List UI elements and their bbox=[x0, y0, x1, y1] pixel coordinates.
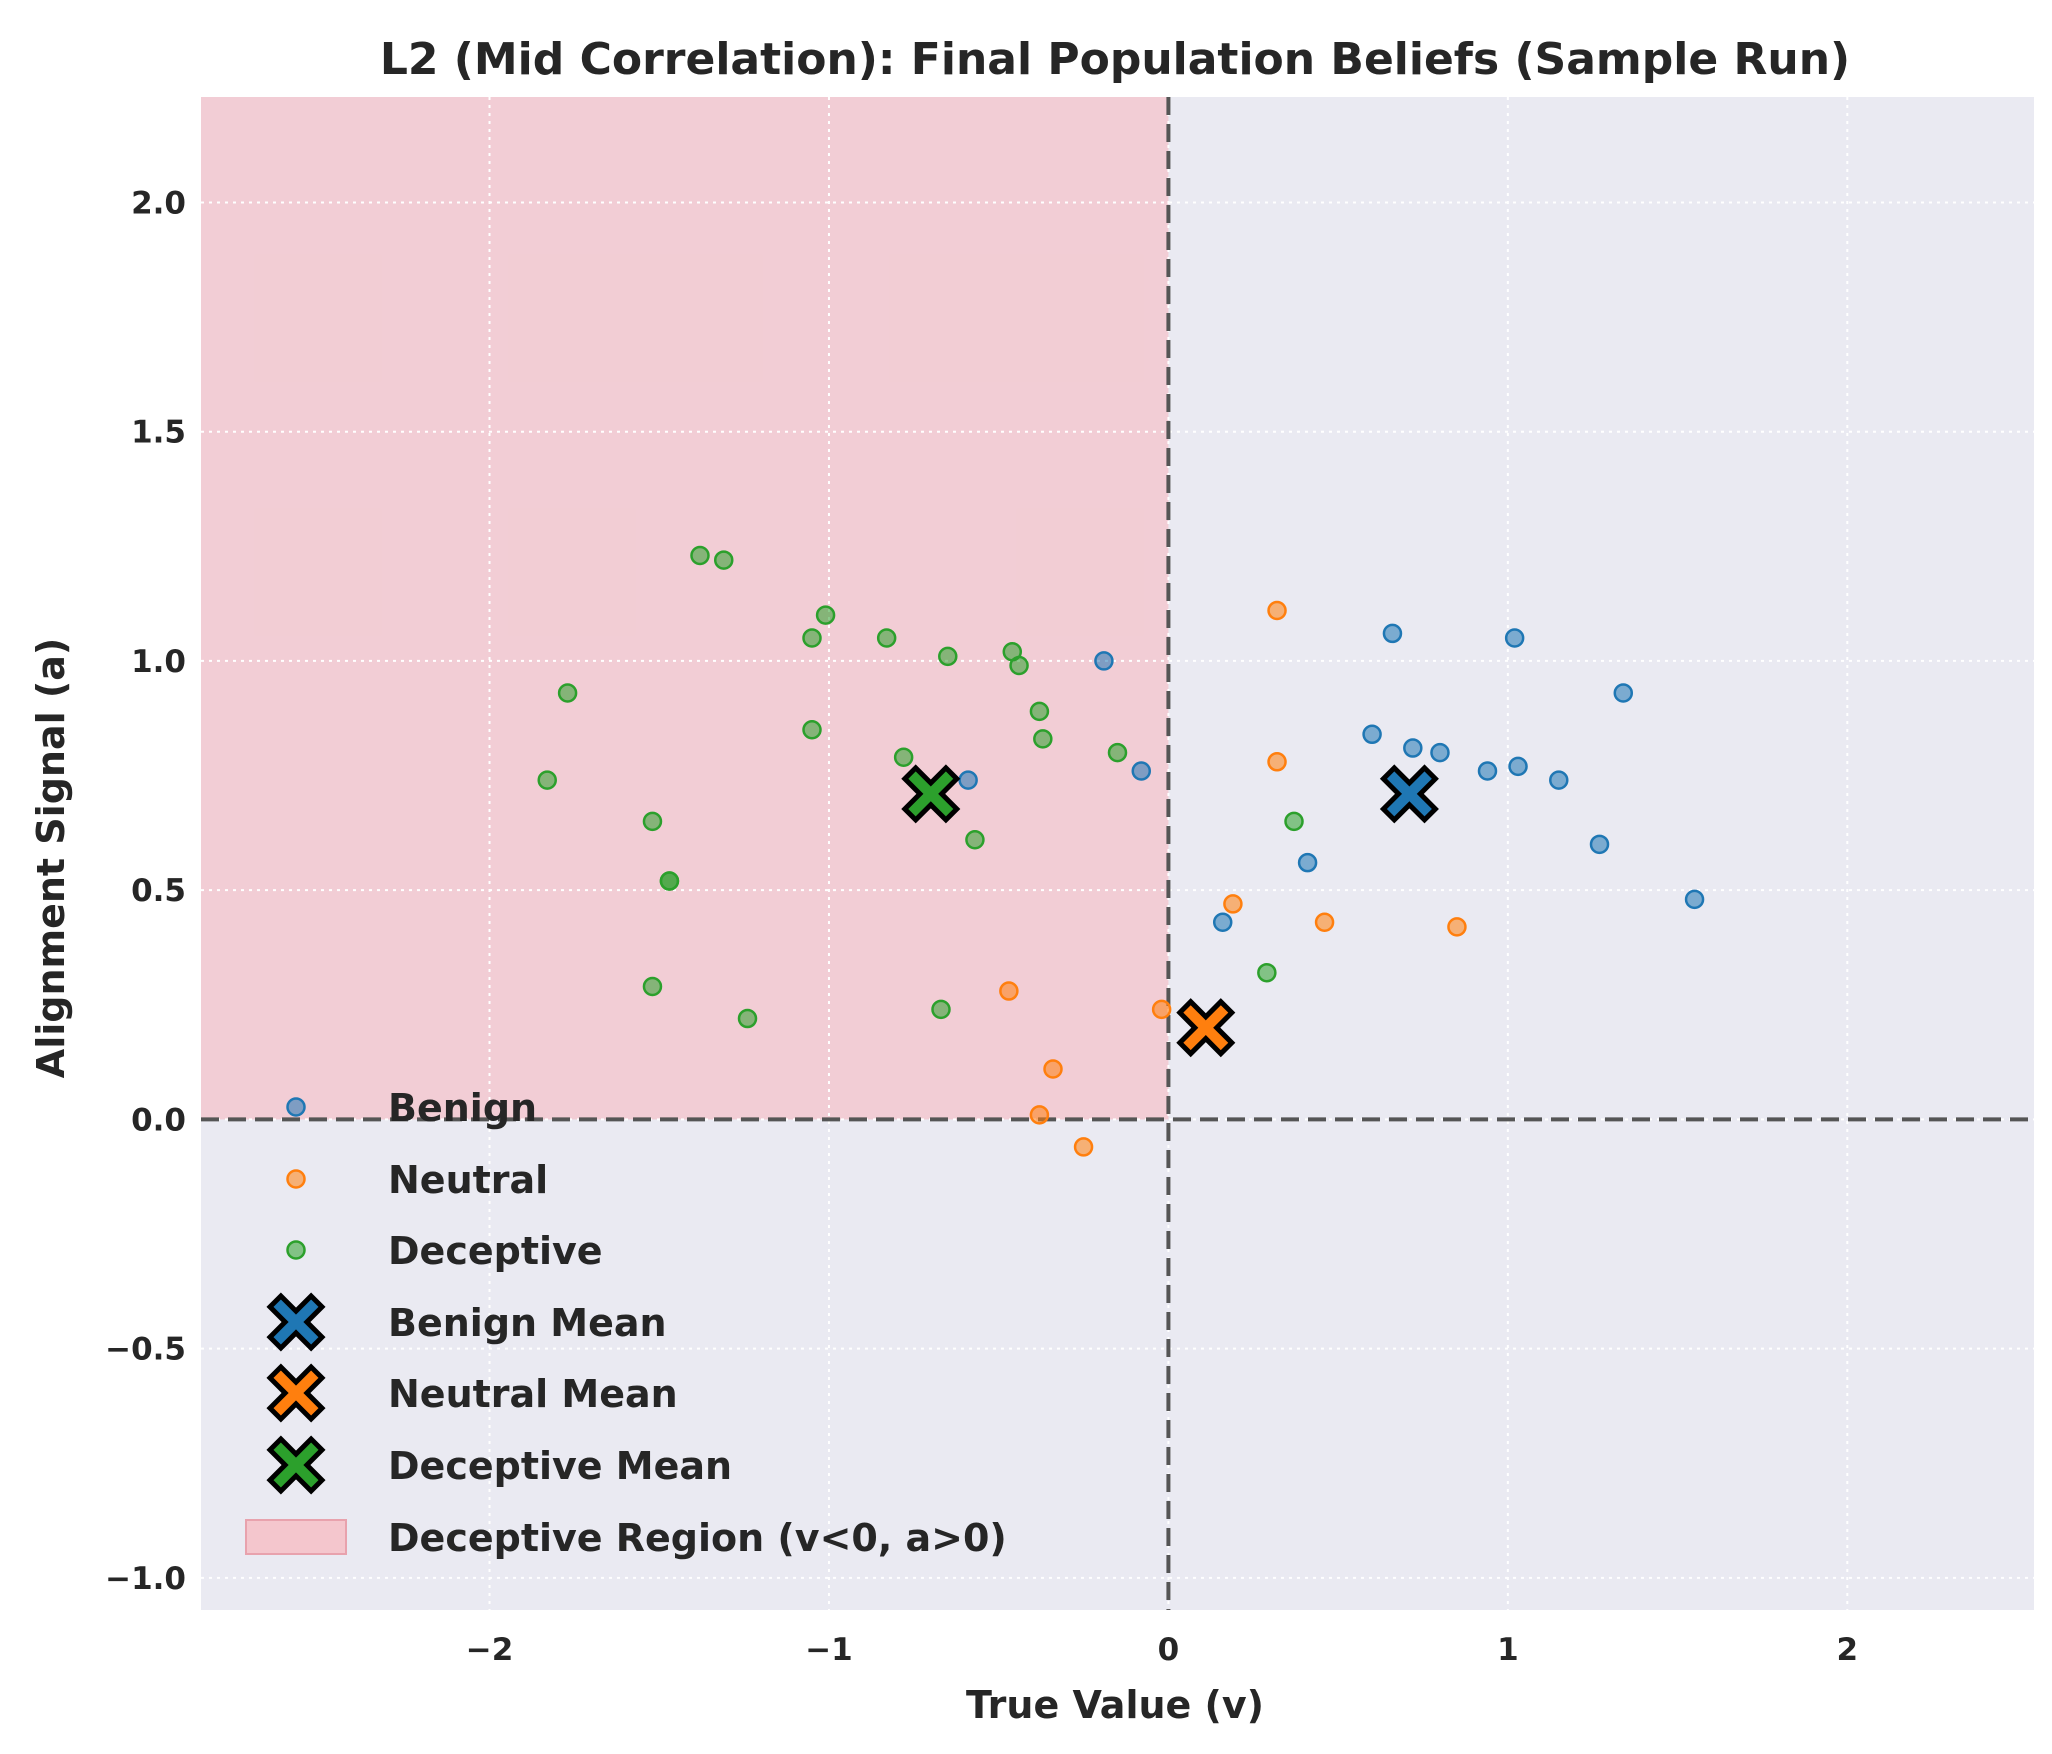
data-point bbox=[1131, 761, 1152, 781]
data-point bbox=[1212, 912, 1233, 933]
deceptive-mean-marker bbox=[901, 764, 961, 824]
data-point bbox=[999, 981, 1019, 1001]
x-tick-label: −2 bbox=[466, 1632, 514, 1668]
data-point bbox=[1033, 729, 1053, 749]
deceptive-region bbox=[201, 97, 1169, 1120]
data-point bbox=[690, 545, 710, 566]
y-tick-label: 0.0 bbox=[131, 1102, 186, 1138]
legend-swatch bbox=[286, 1240, 306, 1260]
data-point bbox=[1223, 894, 1243, 914]
data-point bbox=[876, 628, 897, 648]
data-point bbox=[1589, 834, 1610, 855]
x-axis-label: True Value (v) bbox=[966, 1683, 1264, 1727]
data-point bbox=[659, 871, 680, 891]
legend-swatch bbox=[286, 1169, 306, 1189]
data-point bbox=[815, 605, 836, 625]
data-point bbox=[938, 646, 958, 667]
data-point bbox=[893, 747, 914, 767]
data-point bbox=[1094, 651, 1114, 671]
x-tick-label: 2 bbox=[1837, 1632, 1859, 1668]
neutral-mean-marker bbox=[1176, 998, 1236, 1058]
legend-label: Benign bbox=[388, 1086, 537, 1130]
data-point bbox=[1151, 999, 1172, 1020]
y-axis-label: Alignment Signal (a) bbox=[29, 638, 73, 1078]
data-point bbox=[1043, 1059, 1063, 1079]
legend-label: Neutral bbox=[388, 1158, 548, 1202]
data-point bbox=[1477, 761, 1498, 781]
data-point bbox=[1382, 623, 1403, 644]
data-point bbox=[1508, 756, 1528, 777]
legend-swatch bbox=[266, 1435, 326, 1495]
data-point bbox=[642, 976, 663, 997]
series-benign bbox=[958, 623, 1705, 933]
data-point bbox=[1430, 742, 1450, 763]
data-point bbox=[713, 550, 734, 570]
data-point bbox=[1073, 1137, 1094, 1157]
legend-label: Deceptive bbox=[388, 1229, 603, 1273]
y-tick-label: −1.0 bbox=[105, 1561, 186, 1597]
y-tick-label: −0.5 bbox=[105, 1332, 186, 1368]
series-deceptive bbox=[537, 545, 1304, 1029]
x-tick-label: 1 bbox=[1497, 1632, 1519, 1668]
legend-label: Benign Mean bbox=[388, 1301, 667, 1345]
plot-area: −2 −1 0 1 2 −1.0 −0.5 0.0 0.5 1.0 1.5 2.0 Benign Neut… bbox=[105, 97, 2034, 1668]
legend-swatch bbox=[266, 1292, 326, 1352]
x-tick-label: 0 bbox=[1158, 1632, 1180, 1668]
data-point bbox=[1684, 889, 1705, 910]
data-point bbox=[1107, 742, 1128, 763]
legend-swatch bbox=[245, 1519, 347, 1555]
chart-title: L2 (Mid Correlation): Final Population B… bbox=[380, 34, 1850, 85]
data-point bbox=[1267, 600, 1287, 621]
legend-swatch bbox=[286, 1097, 306, 1117]
data-point bbox=[1257, 962, 1277, 983]
y-tick-label: 1.5 bbox=[131, 415, 186, 451]
data-point bbox=[1549, 770, 1569, 790]
data-point bbox=[642, 811, 663, 832]
y-tick-label: 1.0 bbox=[131, 644, 186, 680]
data-point bbox=[1009, 655, 1029, 676]
data-point bbox=[557, 683, 578, 703]
series-neutral bbox=[999, 600, 1467, 1157]
data-point bbox=[1504, 628, 1525, 648]
legend-label: Neutral Mean bbox=[388, 1372, 678, 1416]
legend-swatch bbox=[266, 1363, 326, 1423]
data-point bbox=[802, 628, 822, 648]
y-tick-label: 0.5 bbox=[131, 873, 186, 909]
data-point bbox=[1613, 683, 1634, 703]
data-point bbox=[1403, 738, 1423, 758]
data-point bbox=[1029, 701, 1050, 722]
data-point bbox=[1267, 752, 1287, 772]
legend: Benign Neutral Deceptive Benign Mean Neutral… bbox=[245, 1086, 1007, 1560]
data-point bbox=[1284, 811, 1304, 832]
data-point bbox=[1447, 917, 1467, 937]
data-point bbox=[1029, 1105, 1050, 1125]
data-point bbox=[737, 1008, 758, 1029]
data-point bbox=[1362, 724, 1382, 745]
data-point bbox=[1297, 852, 1318, 873]
data-point bbox=[931, 999, 951, 1020]
x-tick-label: −1 bbox=[805, 1632, 853, 1668]
legend-label: Deceptive Region (v<0, a>0) bbox=[388, 1516, 1007, 1560]
legend-label: Deceptive Mean bbox=[388, 1444, 732, 1488]
data-point bbox=[802, 719, 822, 740]
benign-mean-marker bbox=[1379, 764, 1439, 824]
data-point bbox=[965, 829, 985, 850]
data-point bbox=[958, 770, 978, 790]
data-point bbox=[537, 770, 557, 790]
y-tick-label: 2.0 bbox=[131, 185, 186, 221]
data-point bbox=[1314, 912, 1335, 933]
